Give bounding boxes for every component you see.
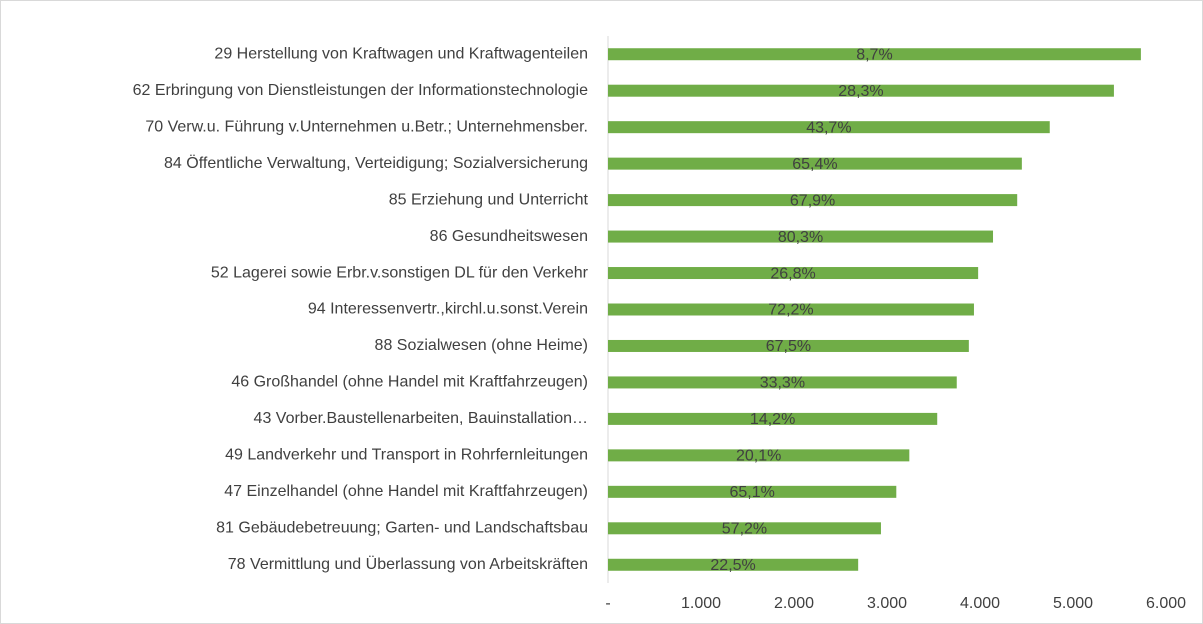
- bar: [608, 376, 957, 389]
- bar: [608, 121, 1050, 134]
- x-tick-label: 2.000: [774, 595, 814, 612]
- y-tick-label: 29 Herstellung von Kraftwagen und Kraftw…: [214, 45, 588, 62]
- bar: [608, 194, 1018, 207]
- y-tick-label: 46 Großhandel (ohne Handel mit Kraftfahr…: [231, 374, 588, 391]
- annotation: 80,3%: [778, 229, 823, 246]
- x-tick-label: -: [605, 595, 610, 612]
- bar: [608, 157, 1022, 170]
- annotation: 26,8%: [770, 265, 815, 282]
- annotation: 28,3%: [838, 83, 883, 100]
- x-tick-label: 6.000: [1146, 595, 1186, 612]
- y-tick-label: 84 Öffentliche Verwaltung, Verteidigung;…: [164, 154, 588, 172]
- bar: [608, 303, 974, 316]
- y-tick-label: 86 Gesundheitswesen: [430, 228, 588, 245]
- x-tick-label: 1.000: [681, 595, 721, 612]
- annotation: 33,3%: [760, 375, 805, 392]
- annotation: 67,9%: [790, 192, 835, 209]
- y-tick-label: 78 Vermittlung und Überlassung von Arbei…: [228, 555, 588, 573]
- y-tick-label: 94 Interessenvertr.,kirchl.u.sonst.Verei…: [308, 301, 588, 318]
- bar: [608, 48, 1141, 61]
- annotation: 43,7%: [806, 119, 851, 136]
- annotation: 8,7%: [856, 46, 892, 63]
- y-tick-label: 62 Erbringung von Dienstleistungen der I…: [133, 82, 589, 99]
- bar: [608, 230, 994, 243]
- annotation: 65,1%: [729, 484, 774, 501]
- annotation: 14,2%: [750, 411, 795, 428]
- bar: [608, 84, 1114, 97]
- y-tick-label: 43 Vorber.Baustellenarbeiten, Bauinstall…: [254, 410, 588, 427]
- annotation: 57,2%: [722, 521, 767, 538]
- bar: [608, 485, 897, 498]
- bar: [608, 267, 979, 280]
- annotation: 67,5%: [766, 338, 811, 355]
- y-tick-label: 70 Verw.u. Führung v.Unternehmen u.Betr.…: [145, 118, 588, 135]
- x-tick-label: 5.000: [1053, 595, 1093, 612]
- bar: [608, 339, 969, 352]
- y-tick-label: 47 Einzelhandel (ohne Handel mit Kraftfa…: [224, 483, 588, 500]
- y-tick-label: 52 Lagerei sowie Erbr.v.sonstigen DL für…: [211, 264, 589, 281]
- y-tick-label: 85 Erziehung und Unterricht: [389, 191, 589, 208]
- annotation: 65,4%: [792, 156, 837, 173]
- y-tick-label: 88 Sozialwesen (ohne Heime): [375, 337, 588, 354]
- y-tick-label: 49 Landverkehr und Transport in Rohrfern…: [225, 447, 588, 464]
- bar: [608, 449, 910, 462]
- x-tick-label: 4.000: [960, 595, 1000, 612]
- bar: [608, 412, 938, 425]
- annotation: 20,1%: [736, 448, 781, 465]
- bar: [608, 558, 859, 571]
- x-tick-label: 3.000: [867, 595, 907, 612]
- annotation: 72,2%: [768, 302, 813, 319]
- y-tick-label: 81 Gebäudebetreuung; Garten- und Landsch…: [216, 520, 588, 537]
- annotation: 22,5%: [710, 557, 755, 574]
- bar: [608, 522, 881, 535]
